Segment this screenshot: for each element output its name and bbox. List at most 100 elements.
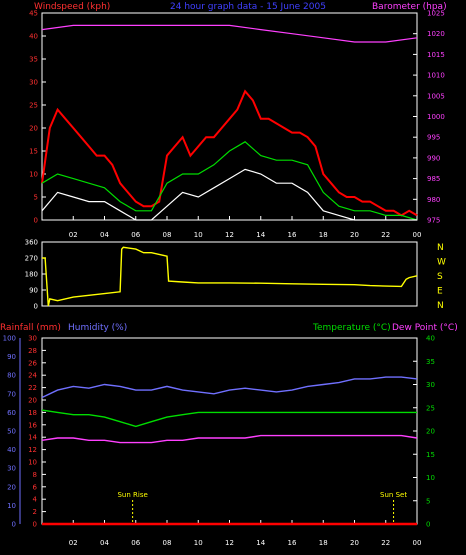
baro-tick-label: 1005	[427, 92, 445, 100]
x-tick-label: 14	[256, 539, 265, 547]
baro-tick-label: 995	[427, 134, 440, 142]
baro-tick-label: 1000	[427, 113, 445, 121]
rain-tick-label: 4	[33, 496, 38, 504]
x-tick-label: 06	[131, 231, 140, 239]
temp-tick-label: 35	[426, 358, 435, 366]
humidity-tick-label: 0	[12, 521, 16, 529]
baro-tick-label: 1020	[427, 30, 445, 38]
humidity-axis-label: Humidity (%)	[68, 323, 127, 333]
x-tick-label: 04	[100, 539, 109, 547]
x-tick-label: 08	[163, 231, 172, 239]
rainfall-axis-label: Rainfall (mm)	[0, 323, 61, 333]
panel-wind-frame	[41, 12, 418, 221]
wind-tick-label: 25	[29, 102, 38, 110]
rain-tick-label: 30	[28, 335, 37, 343]
panel1-series-line	[41, 24, 418, 43]
rain-tick-label: 10	[28, 459, 37, 467]
x-tick-label: 22	[381, 231, 390, 239]
x-tick-label: 18	[319, 231, 328, 239]
x-tick-label: 22	[381, 539, 390, 547]
x-tick-label: 00	[413, 539, 422, 547]
humidity-tick-label: 30	[7, 465, 16, 473]
x-tick-label: 02	[69, 231, 78, 239]
x-tick-label: 00	[413, 231, 422, 239]
compass-label: N	[437, 243, 444, 253]
direction-tick-label: 90	[29, 287, 38, 295]
temp-tick-label: 10	[426, 474, 435, 482]
panel-temp-frame	[41, 337, 418, 525]
rain-tick-label: 22	[28, 384, 37, 392]
x-tick-label: 06	[131, 539, 140, 547]
x-tick-label: 16	[288, 539, 297, 547]
panel1-series-line	[41, 168, 417, 221]
x-tick-label: 08	[163, 539, 172, 547]
x-tick-label: 18	[319, 539, 328, 547]
humidity-tick-label: 60	[7, 409, 16, 417]
rain-tick-label: 2	[33, 508, 37, 516]
humidity-tick-label: 10	[7, 502, 16, 510]
direction-tick-label: 180	[25, 271, 38, 279]
wind-tick-label: 45	[29, 10, 38, 18]
chart-title: 24 hour graph data - 15 June 2005	[170, 2, 326, 12]
rain-tick-label: 0	[33, 521, 37, 529]
panel-direction-frame	[41, 241, 418, 307]
compass-label: N	[437, 301, 444, 311]
wind-tick-label: 35	[29, 56, 38, 64]
temp-tick-label: 15	[426, 451, 435, 459]
compass-label: E	[437, 287, 443, 297]
humidity-tick-label: 70	[7, 390, 16, 398]
wind-tick-label: 10	[29, 171, 38, 179]
temp-tick-label: 40	[426, 335, 435, 343]
x-tick-label: 20	[350, 231, 359, 239]
humidity-tick-label: 20	[7, 483, 16, 491]
baro-tick-label: 980	[427, 196, 440, 204]
windspeed-axis-label: Windspeed (kph)	[34, 2, 110, 12]
x-tick-label: 10	[194, 231, 203, 239]
x-tick-label: 04	[100, 231, 109, 239]
wind-tick-label: 0	[34, 217, 38, 225]
panel1-series-line	[41, 141, 418, 221]
sun-marker-label: Sun Set	[380, 491, 407, 499]
panel3-series-line	[41, 409, 417, 428]
compass-label: W	[437, 258, 446, 268]
baro-tick-label: 990	[427, 154, 440, 162]
rain-tick-label: 12	[28, 446, 37, 454]
temp-tick-label: 20	[426, 428, 435, 436]
rain-tick-label: 18	[28, 409, 37, 417]
baro-tick-label: 985	[427, 175, 440, 183]
rain-tick-label: 20	[28, 397, 37, 405]
rain-tick-label: 24	[28, 372, 37, 380]
rain-tick-label: 6	[33, 483, 38, 491]
rain-tick-label: 26	[28, 359, 37, 367]
humidity-tick-label: 40	[7, 446, 16, 454]
temp-tick-label: 5	[426, 497, 430, 505]
x-tick-label: 16	[288, 231, 297, 239]
temp-tick-label: 30	[426, 381, 435, 389]
x-tick-label: 10	[194, 539, 203, 547]
temp-tick-label: 0	[426, 521, 430, 529]
baro-tick-label: 1015	[427, 51, 445, 59]
x-tick-label: 12	[225, 231, 234, 239]
wind-tick-label: 20	[29, 125, 38, 133]
panel3-series-line	[41, 434, 418, 444]
direction-tick-label: 0	[34, 303, 38, 311]
panel1-series-line	[41, 89, 418, 217]
x-tick-label: 02	[69, 539, 78, 547]
rain-tick-label: 28	[28, 347, 37, 355]
humidity-tick-label: 100	[3, 335, 16, 343]
wind-direction-line	[42, 246, 418, 307]
wind-tick-label: 15	[29, 148, 38, 156]
wind-tick-label: 5	[34, 194, 38, 202]
direction-tick-label: 270	[25, 255, 38, 263]
dewpoint-axis-label: Dew Point (°C)	[392, 323, 458, 333]
baro-tick-label: 1010	[427, 72, 445, 80]
direction-tick-label: 360	[25, 239, 38, 247]
baro-tick-label: 975	[427, 217, 440, 225]
humidity-tick-label: 90	[7, 353, 16, 361]
temp-tick-label: 25	[426, 404, 435, 412]
rain-tick-label: 8	[33, 471, 37, 479]
temperature-axis-label: Temperature (°C)	[312, 323, 391, 333]
humidity-tick-label: 50	[7, 428, 16, 436]
wind-tick-label: 30	[29, 79, 38, 87]
